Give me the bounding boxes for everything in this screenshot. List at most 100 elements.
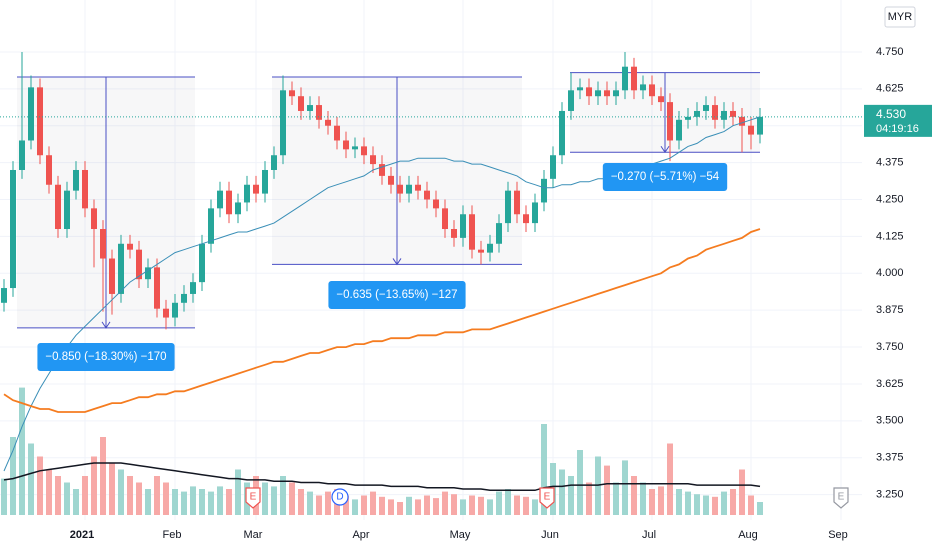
volume-bar — [379, 496, 385, 515]
volume-bar — [739, 469, 745, 515]
volume-bar — [469, 495, 475, 515]
measure-label: −0.635 (−13.65%) −127 — [336, 289, 457, 301]
candle-body — [217, 190, 223, 209]
volume-bar — [145, 489, 151, 515]
candle-body — [1, 288, 7, 303]
last-price-label: 4.530 — [876, 107, 906, 121]
candle-body — [505, 190, 511, 224]
volume-bar — [694, 494, 700, 515]
candle-body — [460, 214, 466, 238]
candle-body — [694, 110, 700, 117]
candle-body — [658, 96, 664, 103]
volume-bar — [568, 476, 574, 515]
volume-bar — [118, 469, 124, 515]
volume-bar — [100, 437, 106, 515]
candle-body — [685, 116, 691, 120]
x-tick-label: Mar — [244, 529, 263, 541]
volume-bar — [298, 489, 304, 515]
candle-body — [667, 102, 673, 141]
candle-body — [361, 146, 367, 156]
event-marker — [539, 487, 555, 509]
volume-bar — [604, 465, 610, 515]
candle-body — [730, 110, 736, 117]
candle-body — [433, 199, 439, 209]
candle-body — [253, 184, 259, 194]
candle-body — [118, 243, 124, 294]
candle-body — [469, 214, 475, 250]
candle-body — [532, 202, 538, 224]
price-axis — [862, 0, 932, 550]
volume-bar — [343, 495, 349, 515]
y-tick-label: 3.250 — [876, 489, 904, 501]
volume-bar — [541, 424, 547, 515]
event-label: E — [838, 492, 845, 503]
volume-bar — [649, 489, 655, 515]
volume-bar — [748, 495, 754, 515]
volume-bar — [262, 482, 268, 515]
candle-body — [298, 96, 304, 111]
candle-body — [415, 184, 421, 191]
volume-bar — [19, 387, 25, 515]
y-tick-label: 4.375 — [876, 157, 904, 169]
y-tick-label: 4.750 — [876, 46, 904, 58]
volume-bar — [586, 482, 592, 515]
volume-bar — [307, 491, 313, 515]
candle-body — [757, 116, 763, 135]
last-price-box — [864, 104, 932, 137]
candle-body — [550, 155, 556, 179]
candle-body — [271, 155, 277, 170]
time-axis — [0, 520, 862, 550]
volume-bar — [712, 496, 718, 515]
volume-bar — [532, 499, 538, 515]
candle-body — [388, 175, 394, 185]
y-tick-label: 4.125 — [876, 230, 904, 242]
candle-body — [91, 208, 97, 230]
volume-bar — [460, 499, 466, 515]
volume-bar — [559, 469, 565, 515]
volume-bar — [415, 499, 421, 515]
volume-bar — [622, 460, 628, 515]
candle-body — [721, 110, 727, 120]
candle-body — [325, 119, 331, 126]
volume-bar — [46, 469, 52, 515]
volume-bar — [199, 489, 205, 515]
candle-body — [343, 140, 349, 150]
candle-body — [478, 249, 484, 253]
event-label: E — [250, 492, 257, 503]
volume-bar — [667, 443, 673, 515]
candle-body — [82, 169, 88, 209]
candle-body — [172, 302, 178, 318]
volume-bar — [325, 491, 331, 515]
volume-bar — [685, 491, 691, 515]
measure-label-box — [602, 163, 728, 191]
volume-bar — [406, 496, 412, 515]
candle-body — [379, 164, 385, 176]
candle-body — [28, 87, 34, 141]
volume-bar — [370, 491, 376, 515]
candle-body — [235, 202, 241, 215]
candle-body — [163, 308, 169, 318]
volume-bar — [163, 482, 169, 515]
candle-body — [46, 155, 52, 185]
volume-bar — [505, 489, 511, 515]
volume-bar — [91, 456, 97, 515]
candle-body — [496, 223, 502, 244]
volume-bar — [424, 495, 430, 515]
y-tick-label: 4.000 — [876, 267, 904, 279]
candle-body — [487, 243, 493, 253]
candle-body — [109, 258, 115, 294]
candle-body — [559, 110, 565, 156]
volume-bar — [37, 456, 43, 515]
candle-body — [649, 84, 655, 97]
candle-body — [613, 90, 619, 97]
candle-body — [145, 267, 151, 280]
volume-bar — [640, 482, 646, 515]
moving-average — [3, 228, 761, 413]
volume-bar — [190, 486, 196, 515]
volume-bar — [127, 476, 133, 515]
x-tick-label: 2021 — [70, 529, 94, 541]
event-label: E — [544, 492, 551, 503]
candle-body — [631, 66, 637, 91]
volume-bar — [316, 495, 322, 515]
candle-body — [19, 140, 25, 170]
